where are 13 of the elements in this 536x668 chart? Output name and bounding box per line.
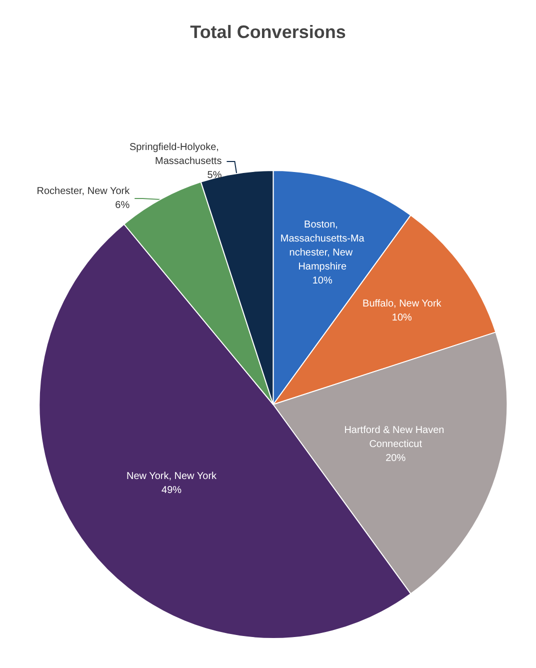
- slice-label: Rochester, New York: [36, 186, 131, 198]
- slice-label: Buffalo, New York: [362, 298, 442, 310]
- chart-title: Total Conversions: [190, 22, 346, 42]
- slice-label: Springfield-Holyoke, Massachusetts: [129, 142, 222, 168]
- slice-label: Hartford & New Haven Connecticut: [344, 424, 448, 450]
- slice-label: Boston, Massachusetts-Manchester, New Hampshire: [280, 220, 365, 273]
- data-label: 20%: [386, 452, 406, 464]
- data-label: 6%: [115, 200, 130, 212]
- data-label: 49%: [162, 484, 182, 496]
- data-label: 10%: [392, 312, 412, 324]
- data-label: 10%: [312, 276, 332, 287]
- data-label: 5%: [207, 170, 222, 182]
- slice-label: New York, New York: [126, 470, 218, 482]
